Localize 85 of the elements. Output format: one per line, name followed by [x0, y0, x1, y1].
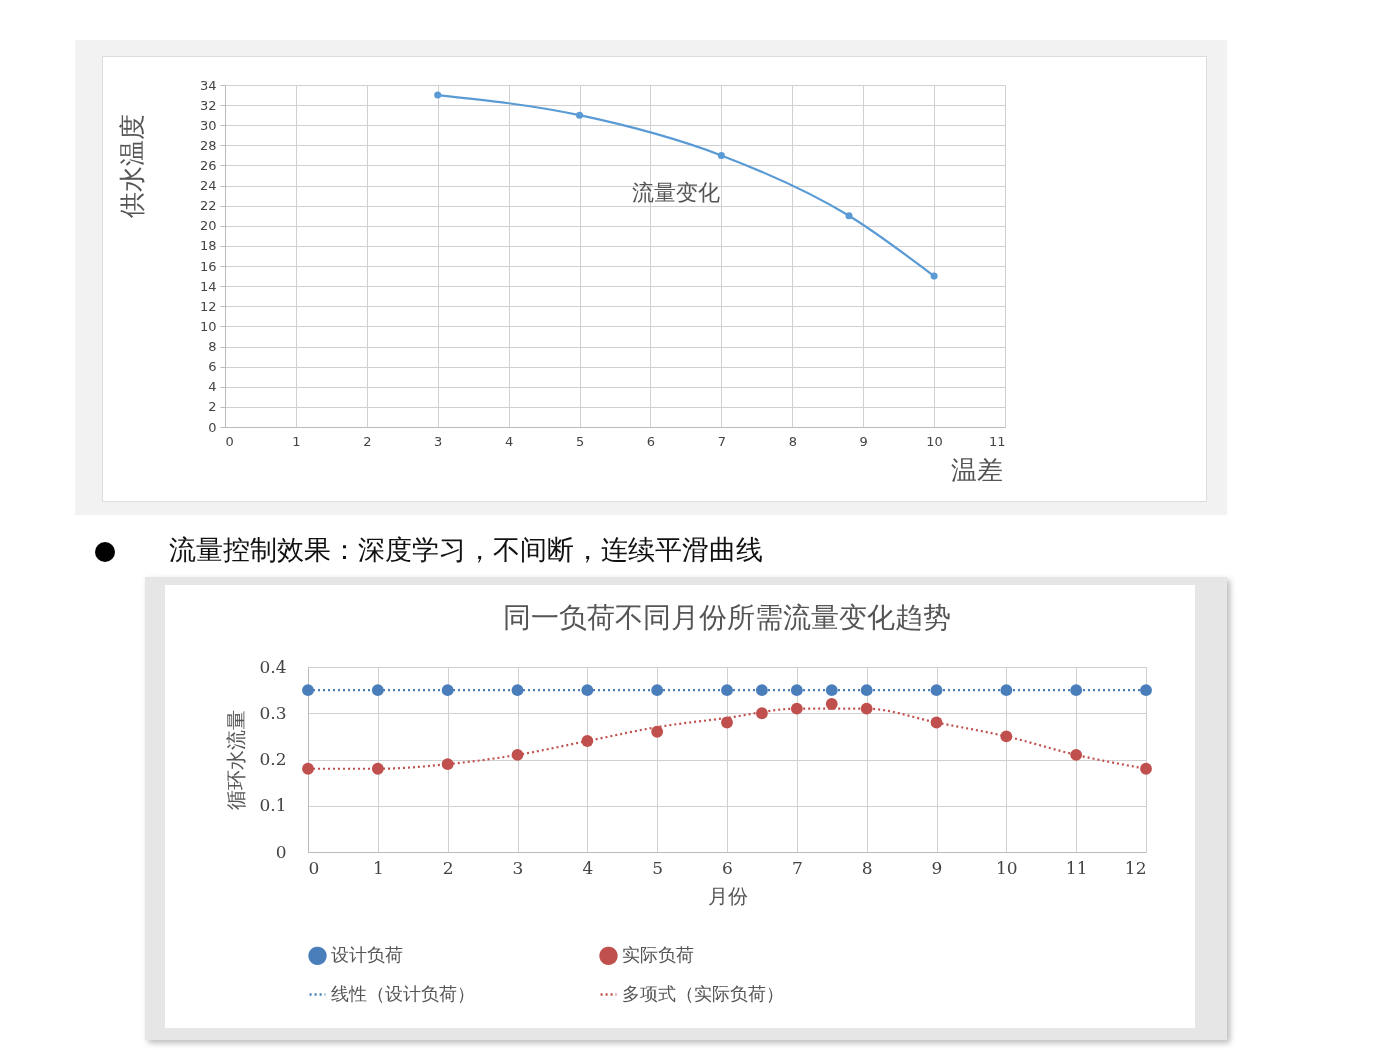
point [576, 111, 584, 119]
x-tick-label: 12 [1124, 857, 1147, 878]
point [1070, 748, 1083, 761]
y-axis-title: 供水温度 [116, 113, 147, 218]
y-axis-title: 循环水流量 [224, 710, 249, 810]
y-tick-label: 0.2 [259, 749, 287, 769]
chart-title: 同一负荷不同月份所需流量变化趋势 [503, 601, 951, 634]
y-tick-label: 18 [199, 238, 217, 254]
point [721, 684, 733, 697]
x-axis-title: 月份 [707, 883, 748, 908]
point [845, 212, 853, 220]
legend-label: 多项式（实际负荷） [622, 982, 784, 1004]
y-tick-label: 30 [199, 117, 217, 133]
x-tick-label: 2 [442, 857, 454, 878]
y-tick-label: 0.4 [259, 656, 287, 677]
point [721, 716, 733, 729]
y-tick-label: 8 [208, 339, 217, 355]
x-tick-label: 4 [505, 433, 514, 449]
y-tick-label: 26 [199, 157, 217, 173]
x-tick-label: 3 [434, 433, 443, 449]
y-tick-label: 34 [199, 77, 217, 93]
point [581, 684, 594, 697]
x-tick-label: 11 [1065, 857, 1088, 878]
x-tick-label: 2 [363, 433, 372, 449]
y-tick-label: 22 [199, 198, 217, 214]
x-tick-label: 7 [791, 857, 803, 878]
point [302, 684, 314, 697]
y-tick-label: 4 [208, 379, 217, 395]
x-tick-label: 9 [859, 433, 868, 449]
x-tick-label: 5 [575, 433, 585, 449]
x-tick-label: 10 [926, 433, 943, 449]
point [1000, 684, 1013, 697]
point [717, 151, 725, 159]
x-tick-label: 9 [931, 857, 943, 878]
point [756, 707, 768, 720]
point [790, 684, 803, 697]
x-tick-label: 3 [512, 857, 524, 878]
y-tick-label: 0.3 [259, 702, 287, 723]
y-tick-label: 14 [199, 278, 217, 294]
y-tick-label: 24 [199, 178, 217, 194]
point [371, 684, 384, 697]
y-tick-label: 0 [275, 841, 287, 862]
x-tick-label: 0 [225, 433, 234, 449]
y-tick-label: 28 [199, 137, 217, 153]
point [441, 684, 454, 697]
y-tick-label: 32 [199, 97, 217, 113]
point [860, 684, 873, 697]
x-tick-label: 11 [988, 433, 1006, 449]
point [302, 762, 314, 775]
legend-label: 实际负荷 [622, 943, 694, 965]
point [790, 702, 803, 715]
x-tick-label: 6 [722, 857, 733, 878]
point [651, 725, 664, 738]
x-tick-label: 0 [308, 857, 320, 878]
x-tick-label: 8 [788, 433, 797, 449]
y-tick-label: 12 [199, 298, 217, 314]
point [1140, 762, 1152, 775]
y-tick-label: 2 [208, 399, 217, 415]
y-tick-label: 0 [208, 419, 217, 435]
point [825, 684, 838, 697]
legend-label: 设计负荷 [331, 943, 403, 965]
point [1140, 684, 1152, 697]
legend-label: 线性（设计负荷） [331, 982, 475, 1004]
y-tick-label: 16 [199, 258, 217, 274]
point [651, 684, 664, 697]
point [930, 272, 938, 280]
text: 流量控制效果：深度学习，不间断，连续平滑曲线 [169, 534, 763, 565]
x-tick-label: 4 [582, 857, 594, 878]
y-tick-label: 20 [199, 218, 217, 234]
point [1070, 684, 1083, 697]
y-tick-label: 10 [199, 318, 217, 334]
series-label: 流量变化 [632, 180, 721, 206]
x-tick-label: 1 [292, 433, 301, 449]
x-tick-label: 5 [652, 857, 664, 878]
y-tick-label: 6 [208, 359, 217, 375]
x-tick-label: 8 [861, 857, 873, 878]
point [825, 698, 838, 710]
x-tick-label: 7 [717, 433, 726, 449]
point [434, 91, 442, 99]
x-tick-label: 6 [646, 433, 656, 449]
y-tick-label: 0.1 [259, 795, 287, 816]
x-tick-label: 10 [996, 857, 1018, 878]
x-tick-label: 1 [372, 857, 384, 878]
x-axis-title: 温差 [950, 454, 1003, 485]
point [756, 684, 768, 697]
